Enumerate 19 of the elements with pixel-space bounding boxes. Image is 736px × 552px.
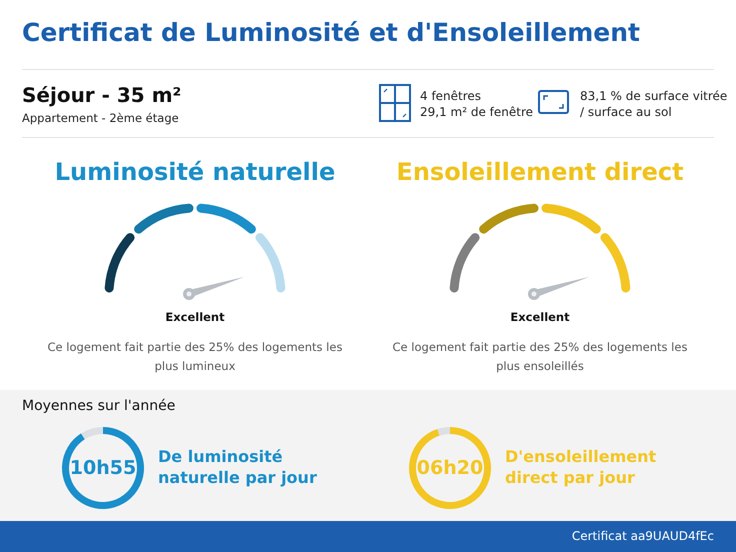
text: De luminosité naturelle par jour xyxy=(158,446,318,488)
text: Certificat aa9UAUD4fEc xyxy=(570,529,714,543)
text: Excellent xyxy=(509,310,571,324)
text: Ce logement fait partie des 25% des logements les plus ensoleillés xyxy=(392,339,688,375)
text: Excellent xyxy=(164,310,226,324)
text: 29,1 m² de fenêtre xyxy=(420,105,534,119)
text: Ensoleillement direct xyxy=(395,158,685,186)
text: Séjour - 35 m² xyxy=(22,83,182,107)
text: 10h55 xyxy=(70,457,136,479)
text: 4 fenêtres xyxy=(420,89,482,103)
text: D'ensoleillement direct par jour xyxy=(505,446,658,488)
text: 06h20 xyxy=(416,457,484,479)
text: Certificat de Luminosité et d'Ensoleillement xyxy=(22,18,640,47)
text: / surface au sol xyxy=(580,105,672,119)
text: Appartement - 2ème étage xyxy=(22,111,179,125)
text: Ce logement fait partie des 25% des logements les plus lumineux xyxy=(46,339,344,375)
text: Luminosité naturelle xyxy=(54,158,336,186)
text: 83,1 % de surface vitrée xyxy=(580,89,728,103)
text: Moyennes sur l'année xyxy=(22,398,176,414)
